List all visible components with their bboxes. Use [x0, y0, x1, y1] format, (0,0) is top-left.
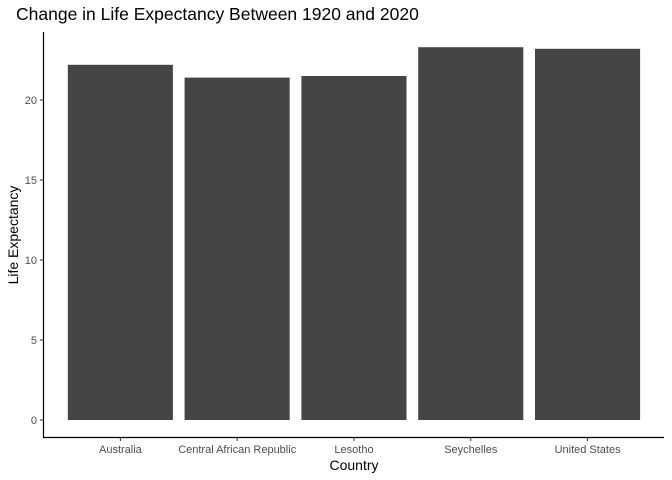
- bars-group: [67, 47, 641, 421]
- chart-title: Change in Life Expectancy Between 1920 a…: [16, 4, 419, 24]
- y-axis-title: Life Expectancy: [5, 186, 21, 285]
- x-tick-label: Central African Republic: [178, 444, 297, 456]
- bar-central-african-republic: [184, 77, 290, 420]
- x-tick-label: Lesotho: [334, 444, 373, 456]
- x-axis-title: Country: [329, 457, 378, 473]
- bar-seychelles: [418, 47, 524, 420]
- bar-lesotho: [301, 76, 407, 420]
- y-tick-label: 15: [25, 175, 37, 187]
- x-tick-label: Seychelles: [444, 444, 498, 456]
- y-axis-ticks: 0 5 10 15 20: [25, 95, 44, 427]
- y-tick-label: 20: [25, 95, 37, 107]
- y-tick-label: 5: [31, 335, 37, 347]
- y-tick-label: 0: [31, 415, 37, 427]
- x-tick-label: United States: [555, 444, 622, 456]
- x-axis-ticks: Australia Central African Republic Lesotho…: [99, 437, 621, 456]
- x-tick-label: Australia: [99, 444, 143, 456]
- bar-australia: [67, 64, 173, 421]
- bar-united-states: [535, 48, 641, 421]
- y-tick-label: 10: [25, 255, 37, 267]
